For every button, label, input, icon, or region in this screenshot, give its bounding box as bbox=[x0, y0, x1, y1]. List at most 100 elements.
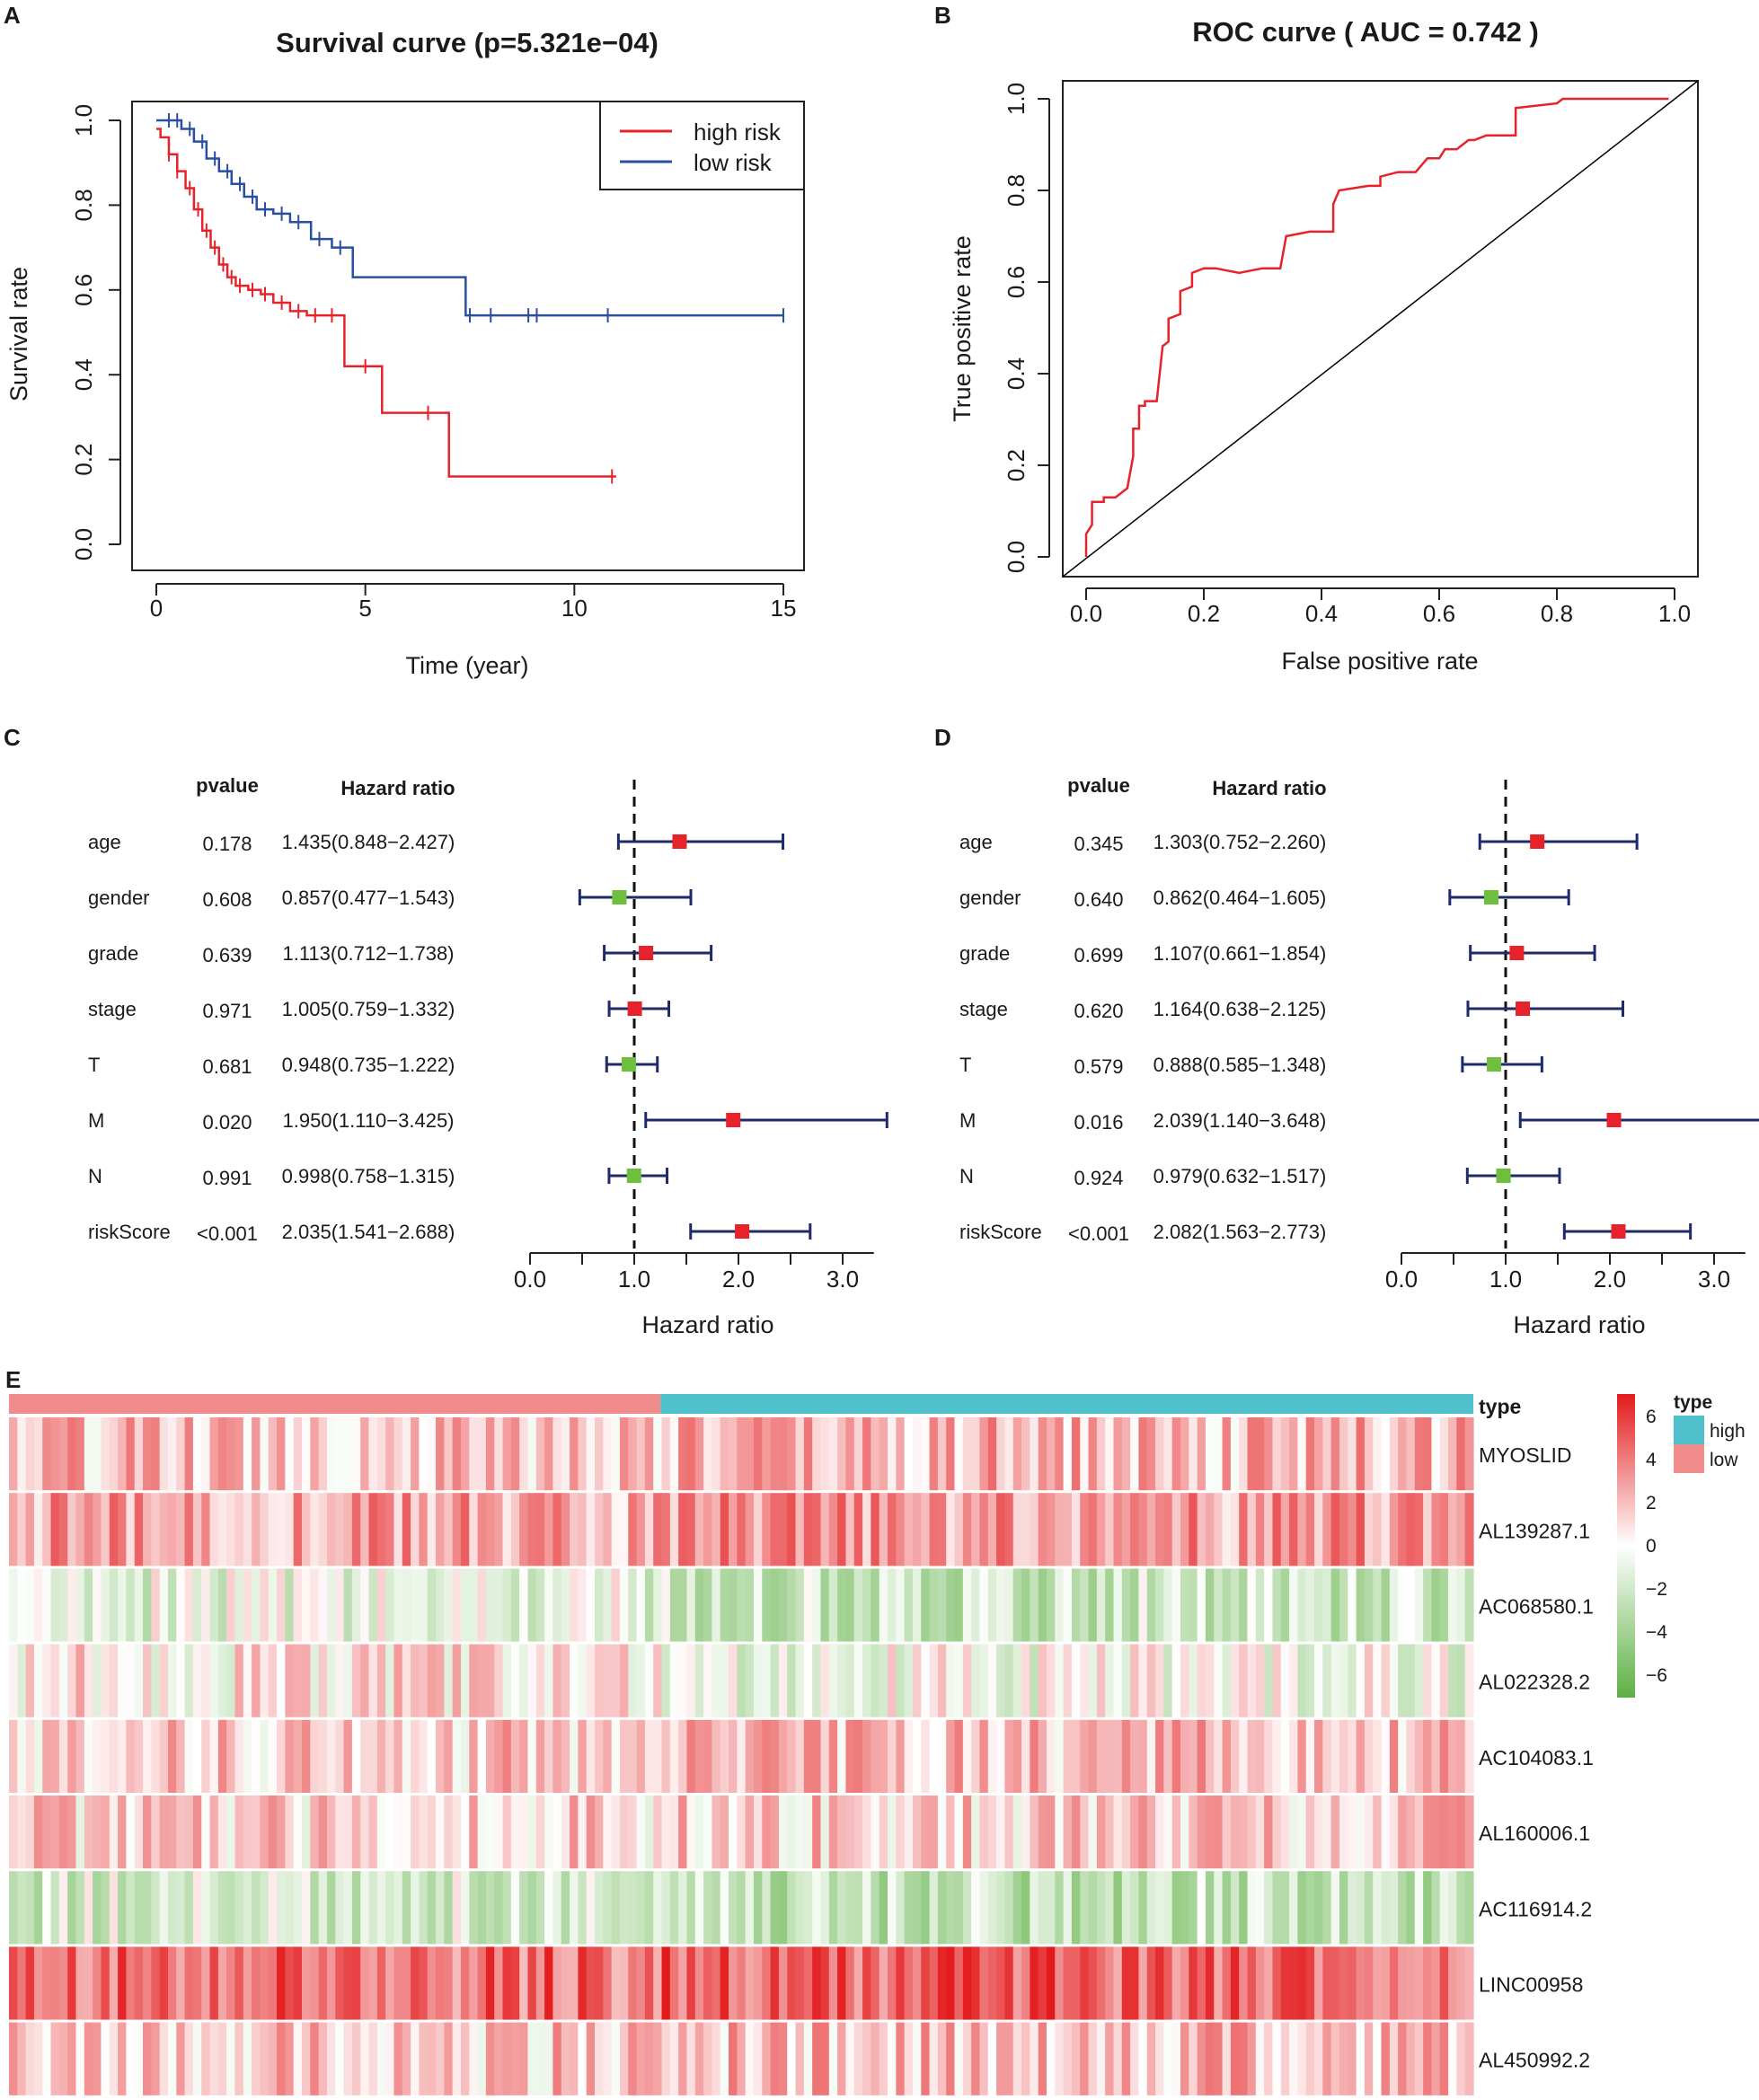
heatmap-cell bbox=[653, 1568, 663, 1642]
heatmap-cell bbox=[368, 1796, 378, 1869]
heatmap-cell bbox=[1448, 1493, 1457, 1566]
heatmap-cell bbox=[302, 1946, 311, 2020]
heatmap-cell bbox=[912, 1871, 922, 1945]
heatmap-cell bbox=[552, 1946, 562, 2020]
heatmap-cell bbox=[570, 2022, 579, 2096]
heatmap-cell bbox=[1272, 1493, 1282, 1566]
heatmap-cell bbox=[510, 1946, 520, 2020]
heatmap-cell bbox=[896, 1871, 906, 1945]
heatmap-cell bbox=[25, 1417, 35, 1491]
heatmap-cell bbox=[1046, 1719, 1056, 1793]
heatmap-cell bbox=[1230, 1796, 1240, 1869]
heatmap-cell bbox=[50, 1719, 60, 1793]
heatmap-cell bbox=[712, 2022, 721, 2096]
heatmap-cell bbox=[896, 1719, 906, 1793]
heatmap-cell bbox=[143, 1568, 152, 1642]
heatmap-cell bbox=[912, 1719, 922, 1793]
heatmap-cell bbox=[661, 1946, 671, 2020]
heatmap-cell bbox=[1130, 1946, 1140, 2020]
heatmap-cell bbox=[1146, 1568, 1156, 1642]
heatmap-cell bbox=[694, 1946, 704, 2020]
heatmap-cell bbox=[1138, 1417, 1148, 1491]
heatmap-cell bbox=[954, 1946, 964, 2020]
heatmap-cell bbox=[1439, 1871, 1449, 1945]
heatmap-cell bbox=[510, 1568, 520, 1642]
heatmap-cell bbox=[888, 1568, 897, 1642]
heatmap-cell bbox=[243, 1568, 252, 1642]
heatmap-cell bbox=[1414, 1568, 1424, 1642]
heatmap-cell bbox=[703, 1417, 712, 1491]
heatmap-cell bbox=[243, 1493, 252, 1566]
heatmap-cell bbox=[1239, 1796, 1249, 1869]
heatmap-cell bbox=[595, 2022, 604, 2096]
heatmap-cell bbox=[469, 1493, 479, 1566]
survival-legend: high risk low risk bbox=[599, 101, 805, 190]
heatmap-cell bbox=[703, 1796, 712, 1869]
heatmap-cell bbox=[712, 1644, 721, 1717]
heatmap-cell bbox=[1297, 1493, 1307, 1566]
heatmap-cell bbox=[485, 1568, 495, 1642]
heatmap-cell bbox=[1247, 1719, 1257, 1793]
heatmap-cell bbox=[1381, 1493, 1391, 1566]
heatmap-cell bbox=[1247, 2022, 1257, 2096]
heatmap-cell bbox=[360, 1568, 370, 1642]
heatmap-cell bbox=[351, 2022, 361, 2096]
heatmap-cell bbox=[1431, 1871, 1441, 1945]
heatmap-cell bbox=[268, 1946, 278, 2020]
heatmap-cell bbox=[871, 2022, 880, 2096]
heatmap-cell bbox=[778, 1719, 788, 1793]
heatmap-cell bbox=[502, 1493, 512, 1566]
heatmap-cell bbox=[293, 1946, 303, 2020]
heatmap-cell bbox=[1130, 1796, 1140, 1869]
legend-entry-low-risk: low risk bbox=[694, 149, 773, 176]
heatmap-cell bbox=[268, 1644, 278, 1717]
heatmap-cell bbox=[845, 1417, 855, 1491]
heatmap-cell bbox=[159, 1644, 169, 1717]
heatmap-cell bbox=[603, 1493, 613, 1566]
heatmap-cell bbox=[1130, 1493, 1140, 1566]
heatmap-cell bbox=[1381, 1946, 1391, 2020]
heatmap-cell bbox=[25, 1796, 35, 1869]
heatmap-cell bbox=[302, 1871, 311, 1945]
heatmap-cell bbox=[912, 2022, 922, 2096]
survival-line-low-risk bbox=[156, 119, 783, 317]
heatmap-cell bbox=[460, 1568, 470, 1642]
heatmap-cell bbox=[502, 1417, 512, 1491]
heatmap-cell bbox=[167, 1568, 177, 1642]
heatmap-cell bbox=[427, 1796, 437, 1869]
heatmap-cell bbox=[134, 1568, 144, 1642]
heatmap-cell bbox=[75, 1568, 85, 1642]
heatmap-cell bbox=[351, 1871, 361, 1945]
heatmap-cell bbox=[603, 2022, 613, 2096]
heatmap-cell bbox=[33, 1946, 43, 2020]
heatmap-cell bbox=[1330, 1493, 1340, 1566]
heatmap-cell bbox=[1297, 1719, 1307, 1793]
heatmap-cell bbox=[1314, 1493, 1323, 1566]
heatmap-cell bbox=[226, 1796, 236, 1869]
heatmap-cell bbox=[1030, 1796, 1039, 1869]
heatmap-cell bbox=[1448, 1946, 1457, 2020]
heatmap-cell bbox=[1431, 1644, 1441, 1717]
heatmap-cell bbox=[1348, 1417, 1357, 1491]
heatmap-cell bbox=[686, 1493, 696, 1566]
heatmap-cell bbox=[1138, 1871, 1148, 1945]
heatmap-cell bbox=[729, 1946, 738, 2020]
heatmap-cell bbox=[42, 1417, 52, 1491]
heatmap-cell bbox=[436, 1493, 445, 1566]
heatmap-cell bbox=[1071, 1871, 1081, 1945]
panel-label-b: B bbox=[934, 2, 951, 29]
heatmap-cell bbox=[184, 1568, 194, 1642]
heatmap-cell bbox=[502, 1719, 512, 1793]
heatmap-cell bbox=[58, 1644, 68, 1717]
forest-c-x-axis-title: Hazard ratio bbox=[641, 1311, 773, 1338]
heatmap-cell bbox=[912, 1946, 922, 2020]
heatmap-cell bbox=[1305, 1871, 1315, 1945]
heatmap-cell bbox=[343, 1493, 353, 1566]
heatmap-cell bbox=[277, 1946, 286, 2020]
heatmap-cell bbox=[9, 1796, 18, 1869]
heatmap-cell bbox=[411, 1719, 420, 1793]
heatmap-cell bbox=[243, 2022, 252, 2096]
heatmap-cell bbox=[729, 1493, 738, 1566]
heatmap-cell bbox=[636, 1871, 646, 1945]
survival-x-axis-title: Time (year) bbox=[405, 652, 528, 679]
